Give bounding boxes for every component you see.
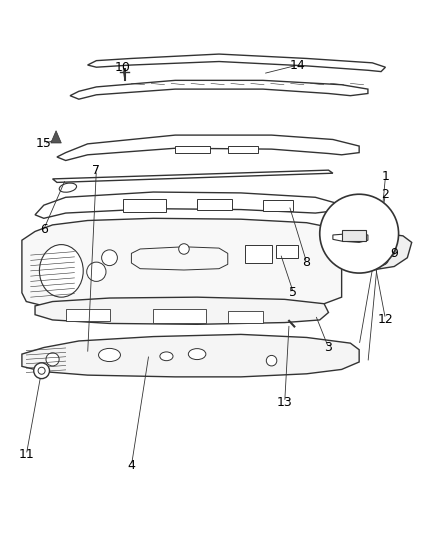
Text: 14: 14 — [290, 59, 306, 71]
Circle shape — [373, 250, 389, 265]
FancyBboxPatch shape — [175, 146, 210, 154]
Text: 6: 6 — [40, 223, 48, 236]
FancyBboxPatch shape — [263, 200, 293, 211]
Text: 10: 10 — [115, 61, 131, 74]
Polygon shape — [22, 334, 359, 377]
Circle shape — [46, 353, 59, 366]
Circle shape — [38, 367, 45, 374]
FancyBboxPatch shape — [153, 310, 206, 322]
Text: 3: 3 — [325, 341, 332, 354]
Circle shape — [374, 236, 388, 249]
Circle shape — [87, 262, 106, 281]
FancyBboxPatch shape — [123, 199, 166, 212]
Text: 12: 12 — [378, 312, 393, 326]
Circle shape — [34, 363, 49, 378]
Circle shape — [102, 250, 117, 265]
Polygon shape — [350, 233, 412, 270]
Polygon shape — [22, 219, 342, 311]
FancyBboxPatch shape — [66, 309, 110, 321]
Ellipse shape — [99, 349, 120, 361]
FancyBboxPatch shape — [197, 199, 232, 211]
Text: 9: 9 — [390, 247, 398, 260]
FancyBboxPatch shape — [228, 311, 263, 322]
Circle shape — [266, 356, 277, 366]
Text: 1: 1 — [381, 170, 389, 183]
FancyBboxPatch shape — [342, 230, 366, 241]
Ellipse shape — [188, 349, 206, 360]
Circle shape — [320, 194, 399, 273]
Text: 13: 13 — [277, 396, 293, 409]
Ellipse shape — [39, 245, 83, 297]
Ellipse shape — [59, 183, 77, 192]
Text: 2: 2 — [381, 188, 389, 201]
FancyBboxPatch shape — [276, 245, 298, 258]
Ellipse shape — [160, 352, 173, 361]
Text: 7: 7 — [92, 164, 100, 176]
FancyBboxPatch shape — [245, 246, 272, 263]
Circle shape — [385, 246, 395, 256]
Text: 15: 15 — [36, 138, 52, 150]
Text: 11: 11 — [18, 448, 34, 462]
FancyBboxPatch shape — [228, 146, 258, 154]
Text: 8: 8 — [303, 256, 311, 269]
Text: 4: 4 — [127, 459, 135, 472]
Polygon shape — [51, 131, 61, 143]
Text: 5: 5 — [290, 286, 297, 300]
Polygon shape — [35, 297, 329, 324]
Circle shape — [179, 244, 189, 254]
